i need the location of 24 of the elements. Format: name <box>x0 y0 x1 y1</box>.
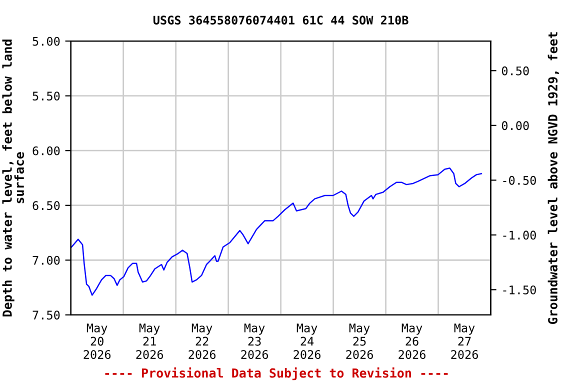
y2-tick-label: -1.00 <box>503 230 536 240</box>
x-tick-label: May 25 2026 <box>346 324 373 360</box>
y-tick-label: 7.50 <box>32 310 60 320</box>
y-tick-label: 5.50 <box>32 92 60 101</box>
chart-title: USGS 364558076074401 61C 44 SOW 210B <box>153 16 408 25</box>
y2-tick-label: 0.00 <box>502 121 529 130</box>
text: ---- Provisional Data Subject to Revision ---- <box>105 367 448 380</box>
y2-axis-title: Groundwater level above NGVD 1929, feet <box>548 32 560 324</box>
x-tick-label: May 26 2026 <box>398 324 426 360</box>
y-axis-title: Depth to water level, feet below land surface <box>2 40 24 316</box>
x-tick-label: May 21 2026 <box>136 324 164 360</box>
line-series <box>70 168 482 296</box>
x-tick-label: May 23 2026 <box>241 324 268 360</box>
x-tick-label: May 27 2026 <box>451 324 478 360</box>
y2-tick-label: -0.50 <box>503 176 536 185</box>
y-tick-label: 5.00 <box>32 36 60 46</box>
y2-tick-label: -1.50 <box>503 285 536 294</box>
x-tick-label: May 22 2026 <box>188 324 216 360</box>
y2-tick-label: 0.50 <box>502 66 529 76</box>
y-tick-label: 7.00 <box>32 256 60 265</box>
y-tick-label: 6.00 <box>32 146 60 156</box>
y-tick-label: 6.50 <box>32 201 60 210</box>
x-tick-label: May 24 2026 <box>294 324 320 360</box>
x-tick-label: May 20 2026 <box>84 324 111 360</box>
